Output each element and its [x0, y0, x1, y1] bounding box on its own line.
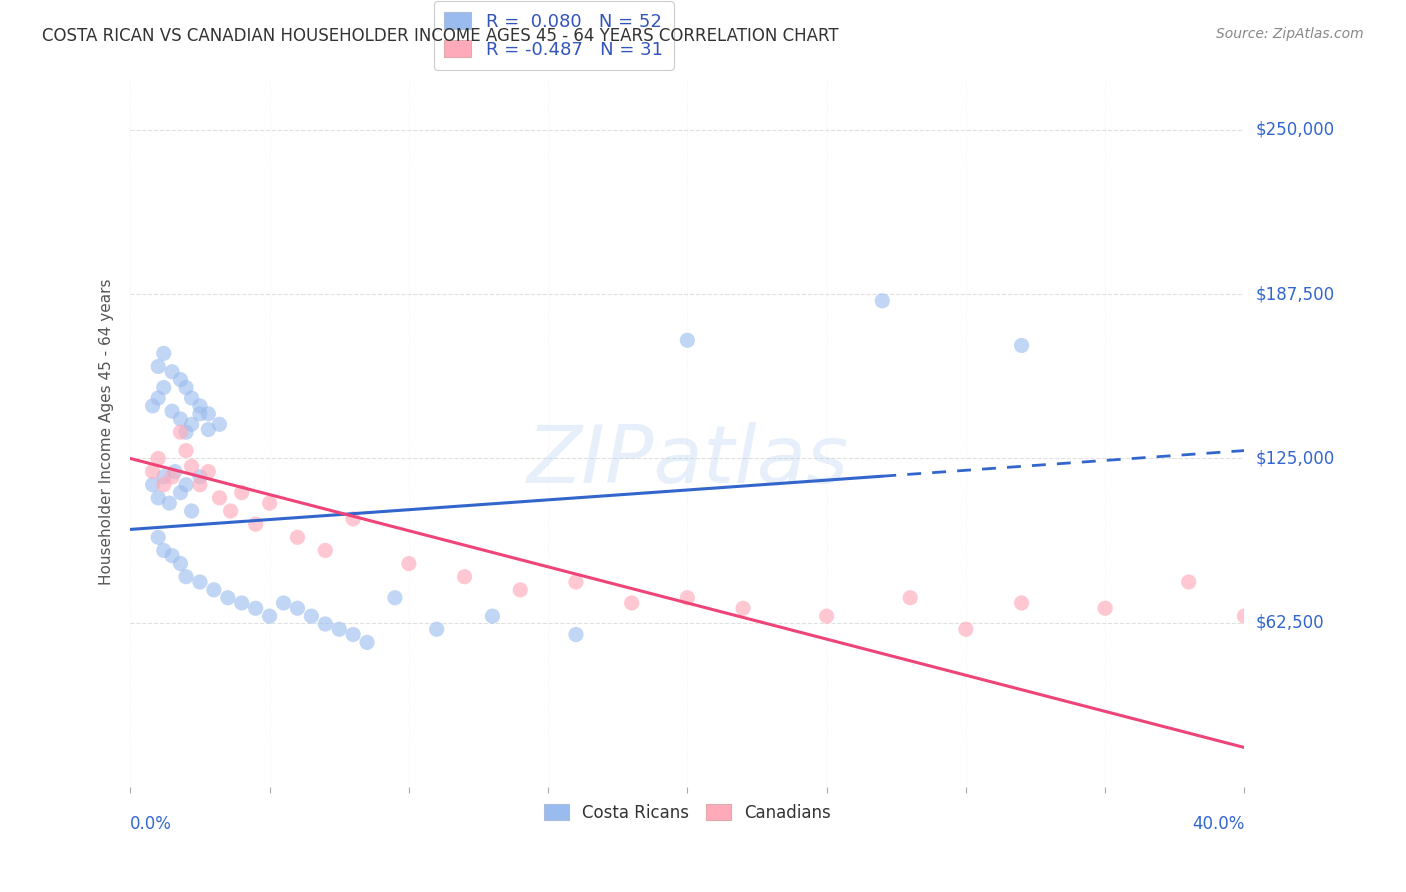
Point — [1233, 609, 1256, 624]
Point — [169, 485, 191, 500]
Point — [872, 293, 894, 308]
Point — [208, 417, 231, 432]
Point — [314, 543, 336, 558]
Point — [180, 391, 202, 405]
Point — [314, 617, 336, 632]
Point — [163, 465, 186, 479]
Text: 40.0%: 40.0% — [1192, 815, 1244, 833]
Point — [174, 443, 197, 458]
Point — [1177, 574, 1199, 589]
Point — [188, 399, 211, 413]
Point — [174, 570, 197, 584]
Point — [160, 470, 183, 484]
Point — [384, 591, 406, 605]
Point — [955, 622, 977, 636]
Point — [152, 470, 174, 484]
Point — [142, 477, 165, 491]
Point — [328, 622, 350, 636]
Point — [148, 391, 170, 405]
Point — [453, 570, 475, 584]
Point — [188, 407, 211, 421]
Point — [174, 425, 197, 440]
Point — [169, 373, 191, 387]
Text: $250,000: $250,000 — [1256, 121, 1334, 139]
Point — [259, 496, 281, 510]
Point — [1094, 601, 1116, 615]
Point — [245, 601, 267, 615]
Point — [259, 609, 281, 624]
Point — [197, 465, 219, 479]
Point — [152, 380, 174, 394]
Point — [180, 417, 202, 432]
Text: Source: ZipAtlas.com: Source: ZipAtlas.com — [1216, 27, 1364, 41]
Point — [157, 496, 180, 510]
Text: $62,500: $62,500 — [1256, 614, 1324, 632]
Point — [188, 477, 211, 491]
Point — [231, 485, 253, 500]
Point — [160, 549, 183, 563]
Point — [148, 451, 170, 466]
Point — [142, 465, 165, 479]
Point — [620, 596, 643, 610]
Y-axis label: Householder Income Ages 45 - 64 years: Householder Income Ages 45 - 64 years — [100, 279, 114, 585]
Point — [160, 404, 183, 418]
Point — [197, 423, 219, 437]
Text: $125,000: $125,000 — [1256, 450, 1334, 467]
Point — [245, 517, 267, 532]
Point — [180, 459, 202, 474]
Point — [398, 557, 420, 571]
Point — [231, 596, 253, 610]
Point — [197, 407, 219, 421]
Point — [148, 530, 170, 544]
Point — [148, 491, 170, 505]
Point — [676, 333, 699, 347]
Point — [565, 627, 588, 641]
Point — [152, 477, 174, 491]
Point — [169, 557, 191, 571]
Point — [169, 425, 191, 440]
Point — [1011, 338, 1033, 352]
Point — [202, 582, 225, 597]
Legend: Costa Ricans, Canadians: Costa Ricans, Canadians — [537, 797, 838, 829]
Text: 0.0%: 0.0% — [131, 815, 172, 833]
Point — [169, 412, 191, 426]
Point — [219, 504, 242, 518]
Point — [152, 346, 174, 360]
Point — [174, 380, 197, 394]
Point — [342, 627, 364, 641]
Point — [299, 609, 322, 624]
Point — [509, 582, 531, 597]
Point — [160, 365, 183, 379]
Text: $187,500: $187,500 — [1256, 285, 1334, 303]
Point — [426, 622, 449, 636]
Point — [287, 601, 309, 615]
Point — [174, 477, 197, 491]
Point — [148, 359, 170, 374]
Point — [898, 591, 921, 605]
Point — [188, 574, 211, 589]
Point — [273, 596, 295, 610]
Point — [188, 470, 211, 484]
Text: ZIPatlas: ZIPatlas — [526, 422, 848, 500]
Point — [565, 574, 588, 589]
Point — [208, 491, 231, 505]
Text: COSTA RICAN VS CANADIAN HOUSEHOLDER INCOME AGES 45 - 64 YEARS CORRELATION CHART: COSTA RICAN VS CANADIAN HOUSEHOLDER INCO… — [42, 27, 839, 45]
Point — [815, 609, 838, 624]
Point — [1011, 596, 1033, 610]
Point — [481, 609, 503, 624]
Point — [142, 399, 165, 413]
Point — [342, 512, 364, 526]
Point — [731, 601, 754, 615]
Point — [152, 543, 174, 558]
Point — [180, 504, 202, 518]
Point — [217, 591, 239, 605]
Point — [356, 635, 378, 649]
Point — [287, 530, 309, 544]
Point — [676, 591, 699, 605]
